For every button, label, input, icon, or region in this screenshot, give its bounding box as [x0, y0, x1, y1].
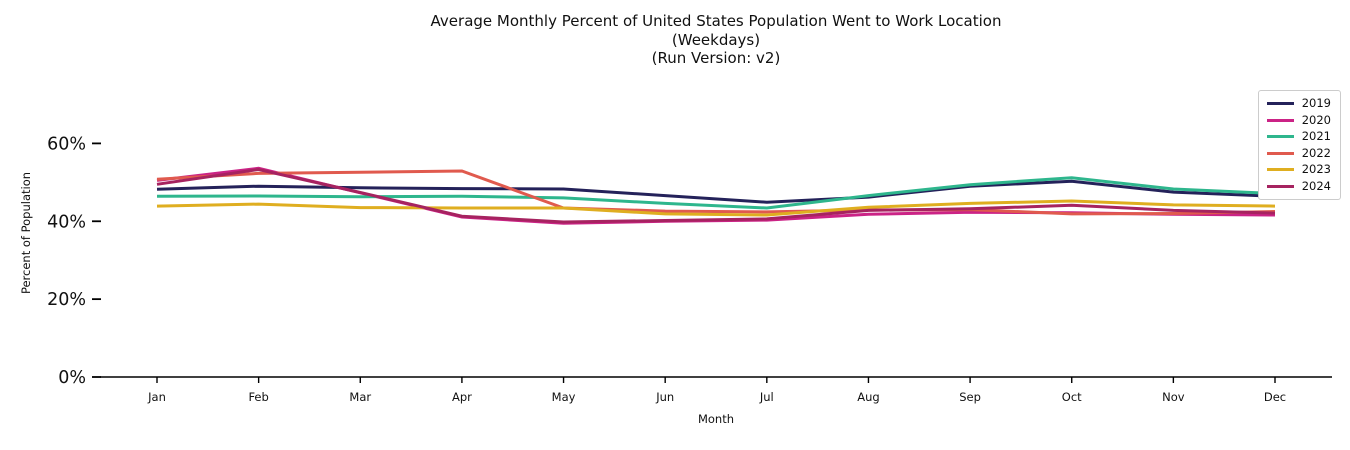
x-tick-label: May: [552, 390, 576, 404]
x-tick-label: Jul: [759, 390, 774, 404]
x-tick-label: Mar: [349, 390, 371, 404]
x-tick-label: Aug: [857, 390, 879, 404]
y-tick-label: 40%: [47, 212, 86, 232]
x-tick-label: Feb: [248, 390, 268, 404]
series-line-2023: [156, 199, 1276, 217]
series-line-2024: [156, 167, 1276, 224]
y-tick-label: 60%: [47, 134, 86, 154]
x-tick-label: Jun: [655, 390, 674, 404]
legend-swatch-2023: [1266, 168, 1294, 172]
series-line-2022: [156, 169, 1276, 216]
legend-label-2020: 2020: [1301, 112, 1331, 127]
x-tick-label: Oct: [1062, 390, 1082, 404]
chart-subtitle-weekdays: (Weekdays): [671, 30, 761, 49]
legend-swatch-2022: [1266, 151, 1294, 155]
legend-label-2023: 2023: [1301, 162, 1331, 176]
legend-swatch-2024: [1266, 184, 1294, 188]
legend-label-2021: 2021: [1301, 129, 1331, 143]
x-tick-label: Sep: [959, 390, 981, 404]
legend-item-2020: 2020: [1266, 112, 1331, 127]
chart-title: Average Monthly Percent of United States…: [430, 12, 1002, 30]
legend-item-2024: 2024: [1266, 178, 1331, 193]
legend-swatch-2021: [1266, 135, 1294, 139]
legend-label-2024: 2024: [1301, 178, 1331, 193]
legend-item-2023: 2023: [1266, 162, 1331, 176]
x-tick-label: Jan: [147, 390, 166, 404]
y-tick-label: 0%: [58, 368, 86, 388]
legend-box: 2019 2020 2021 2022 2023 2024: [1257, 90, 1341, 200]
chart-subtitle-run-version: (Run Version: v2): [651, 49, 781, 67]
x-tick-label: Dec: [1264, 390, 1286, 404]
x-axis-label: Month: [697, 412, 735, 426]
x-tick-label: Nov: [1162, 390, 1185, 404]
legend-swatch-2019: [1266, 102, 1294, 106]
legend-item-2022: 2022: [1266, 145, 1331, 160]
chart-title-block: Average Monthly Percent of United States…: [100, 12, 1332, 68]
legend-label-2019: 2019: [1301, 96, 1331, 110]
x-tick-label: Apr: [452, 390, 472, 404]
series-line-2021: [156, 176, 1276, 210]
legend-item-2021: 2021: [1266, 129, 1331, 143]
legend-item-2019: 2019: [1266, 96, 1331, 110]
legend-swatch-2020: [1266, 118, 1294, 122]
legend-label-2022: 2022: [1301, 145, 1331, 160]
y-tick-label: 20%: [47, 290, 86, 310]
